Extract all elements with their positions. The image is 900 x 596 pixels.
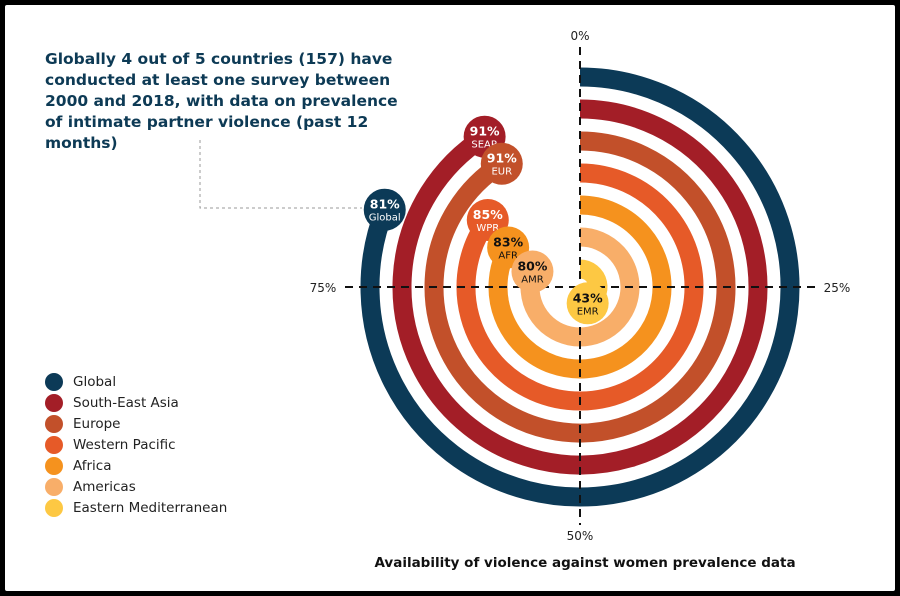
bubble-code: EUR <box>491 167 512 178</box>
tick-label: 50% <box>567 529 594 543</box>
bar-eur <box>424 131 736 443</box>
legend-label: Americas <box>73 478 136 495</box>
bubble-circle <box>363 188 406 231</box>
legend-item: Western Pacific <box>45 434 227 455</box>
annotation-leader <box>199 140 362 209</box>
bar-sear <box>392 99 768 475</box>
legend-item: Global <box>45 371 227 392</box>
legend-swatch <box>45 393 63 412</box>
tick-label: 25% <box>824 281 851 295</box>
chart-title: Availability of violence against women p… <box>374 555 795 571</box>
bubble-value: 81% <box>370 197 400 212</box>
bar-afr <box>488 195 672 379</box>
legend-swatch <box>45 435 63 454</box>
bubble-code: Global <box>369 213 401 224</box>
legend-label: Europe <box>73 415 121 432</box>
legend-label: Eastern Mediterranean <box>73 499 228 516</box>
value-bubble-global: 81%Global <box>363 188 406 231</box>
bubble-code: EMR <box>577 306 599 317</box>
legend-label: Global <box>73 373 117 390</box>
legend-item: Americas <box>45 476 227 497</box>
bubble-value: 80% <box>517 259 547 274</box>
bar-global <box>360 67 800 507</box>
bubble-circle <box>480 142 523 185</box>
value-bubble-amr: 80%AMR <box>511 250 554 293</box>
tick-label: 0% <box>570 29 589 43</box>
bar-amr <box>520 227 640 347</box>
legend-label: South-East Asia <box>73 394 179 411</box>
radial-chart: 0%25%50%75%81%Global91%SEAR91%EUR85%WPR8… <box>199 29 851 571</box>
legend-item: Eastern Mediterranean <box>45 497 227 518</box>
legend-swatch <box>45 372 63 391</box>
legend-item: Africa <box>45 455 227 476</box>
legend-label: Africa <box>73 457 112 474</box>
bubble-value: 85% <box>473 207 503 222</box>
legend-swatch <box>45 456 63 475</box>
tick-label: 75% <box>310 281 337 295</box>
legend-item: Europe <box>45 413 227 434</box>
bubble-value: 43% <box>573 290 603 305</box>
bubble-code: AFR <box>498 250 518 261</box>
bubble-code: WPR <box>476 223 499 234</box>
bubble-code: SEAR <box>471 140 498 151</box>
legend: Global South-East Asia Europe Western Pacif… <box>45 371 227 518</box>
bubble-circle <box>511 250 554 293</box>
legend-swatch <box>45 414 63 433</box>
legend-item: South-East Asia <box>45 392 227 413</box>
bubble-value: 91% <box>470 124 500 139</box>
bubble-value: 91% <box>487 151 517 166</box>
value-bubble-eur: 91%EUR <box>480 142 523 185</box>
legend-swatch <box>45 498 63 517</box>
chart-frame: Globally 4 out of 5 countries (157) have… <box>5 5 895 591</box>
value-bubble-emr: 43%EMR <box>566 282 609 325</box>
legend-label: Western Pacific <box>73 436 176 453</box>
annotation-text: Globally 4 out of 5 countries (157) have… <box>45 50 398 152</box>
bubble-value: 83% <box>493 234 523 249</box>
bubble-code: AMR <box>521 275 543 286</box>
legend-swatch <box>45 477 63 496</box>
bar-wpr <box>456 163 704 411</box>
bubble-circle <box>566 282 609 325</box>
